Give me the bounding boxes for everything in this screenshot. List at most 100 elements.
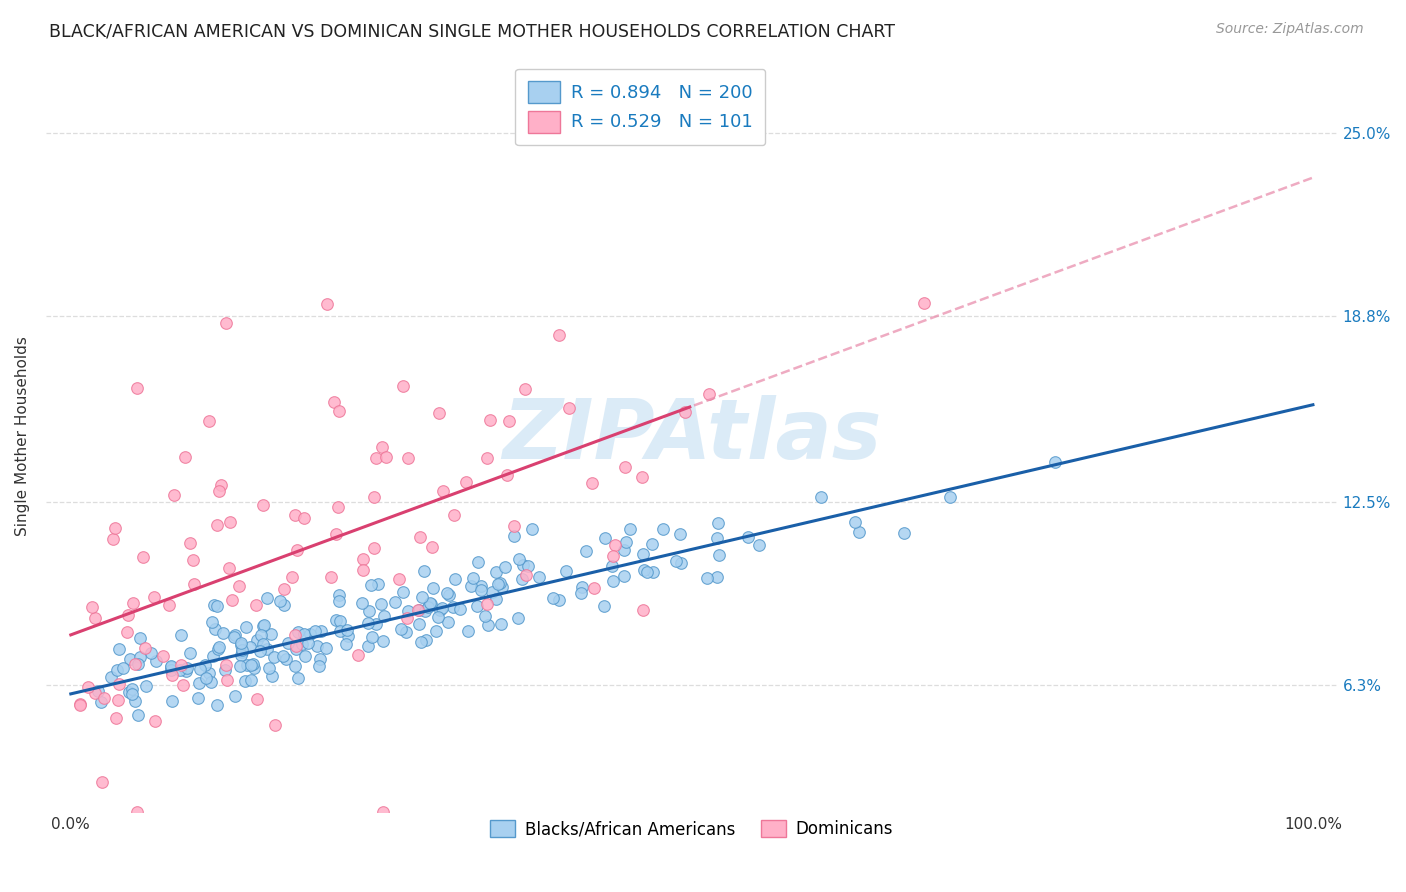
Point bbox=[370, 597, 392, 611]
Point bbox=[307, 639, 329, 653]
Point bbox=[76, 680, 98, 694]
Point bbox=[229, 648, 252, 662]
Point bbox=[465, 599, 488, 613]
Point bbox=[157, 599, 180, 613]
Point bbox=[105, 663, 128, 677]
Point bbox=[429, 602, 451, 616]
Point bbox=[252, 637, 274, 651]
Point bbox=[367, 577, 389, 591]
Point bbox=[408, 531, 430, 545]
Point bbox=[326, 500, 349, 515]
Point bbox=[107, 692, 129, 706]
Point bbox=[201, 649, 224, 664]
Point bbox=[291, 637, 314, 651]
Point bbox=[292, 627, 315, 641]
Point bbox=[117, 608, 139, 623]
Point bbox=[510, 573, 533, 587]
Point bbox=[508, 610, 530, 624]
Point bbox=[121, 686, 143, 700]
Point bbox=[215, 316, 238, 330]
Point bbox=[391, 379, 413, 393]
Point bbox=[104, 521, 127, 535]
Point bbox=[371, 805, 394, 819]
Point bbox=[285, 640, 308, 654]
Point bbox=[205, 698, 228, 713]
Point bbox=[127, 708, 149, 723]
Point bbox=[603, 538, 626, 552]
Point bbox=[188, 675, 211, 690]
Point bbox=[391, 623, 413, 637]
Point bbox=[619, 523, 641, 537]
Point bbox=[194, 657, 217, 672]
Y-axis label: Single Mother Households: Single Mother Households bbox=[15, 335, 30, 536]
Point bbox=[669, 556, 692, 570]
Point bbox=[256, 591, 278, 606]
Point bbox=[124, 694, 146, 708]
Point bbox=[224, 628, 246, 642]
Point bbox=[470, 578, 492, 592]
Point bbox=[160, 694, 183, 708]
Point bbox=[118, 684, 141, 698]
Point bbox=[235, 620, 257, 634]
Point bbox=[121, 681, 143, 696]
Point bbox=[374, 450, 396, 464]
Point bbox=[373, 609, 395, 624]
Point bbox=[246, 633, 269, 648]
Point bbox=[219, 515, 242, 529]
Point bbox=[595, 531, 617, 545]
Point bbox=[101, 532, 124, 546]
Text: BLACK/AFRICAN AMERICAN VS DOMINICAN SINGLE MOTHER HOUSEHOLDS CORRELATION CHART: BLACK/AFRICAN AMERICAN VS DOMINICAN SING… bbox=[49, 22, 896, 40]
Point bbox=[411, 634, 433, 648]
Point bbox=[893, 525, 915, 540]
Point bbox=[212, 626, 235, 640]
Point bbox=[461, 571, 484, 585]
Point bbox=[169, 663, 191, 677]
Point bbox=[337, 629, 360, 643]
Point bbox=[498, 414, 520, 428]
Point bbox=[592, 599, 614, 613]
Point bbox=[287, 625, 309, 640]
Point bbox=[163, 487, 186, 501]
Point bbox=[467, 555, 489, 569]
Point bbox=[134, 641, 156, 656]
Point bbox=[548, 327, 571, 342]
Point bbox=[242, 657, 264, 671]
Point bbox=[304, 624, 326, 638]
Point bbox=[408, 602, 430, 616]
Point bbox=[174, 664, 197, 678]
Point bbox=[127, 657, 149, 671]
Point bbox=[187, 691, 209, 706]
Point bbox=[287, 671, 309, 685]
Point bbox=[188, 662, 211, 676]
Point bbox=[360, 630, 382, 644]
Point bbox=[328, 404, 350, 418]
Point bbox=[614, 534, 637, 549]
Point bbox=[160, 659, 183, 673]
Point bbox=[69, 698, 91, 712]
Point bbox=[125, 805, 148, 819]
Point bbox=[329, 615, 352, 629]
Point bbox=[204, 622, 226, 636]
Point bbox=[844, 515, 866, 529]
Point bbox=[419, 596, 441, 610]
Point bbox=[416, 600, 439, 615]
Point bbox=[246, 692, 269, 706]
Point bbox=[707, 516, 730, 530]
Point bbox=[363, 490, 385, 504]
Point bbox=[87, 684, 110, 698]
Point bbox=[673, 405, 696, 419]
Point bbox=[396, 611, 419, 625]
Point bbox=[253, 618, 276, 632]
Point bbox=[104, 711, 127, 725]
Point bbox=[233, 673, 256, 688]
Point bbox=[252, 499, 274, 513]
Point bbox=[159, 660, 181, 674]
Point bbox=[335, 636, 357, 650]
Point bbox=[118, 651, 141, 665]
Point bbox=[198, 666, 221, 681]
Point bbox=[477, 617, 499, 632]
Point bbox=[613, 569, 636, 583]
Point bbox=[260, 669, 283, 683]
Point bbox=[520, 522, 543, 536]
Point bbox=[231, 638, 253, 652]
